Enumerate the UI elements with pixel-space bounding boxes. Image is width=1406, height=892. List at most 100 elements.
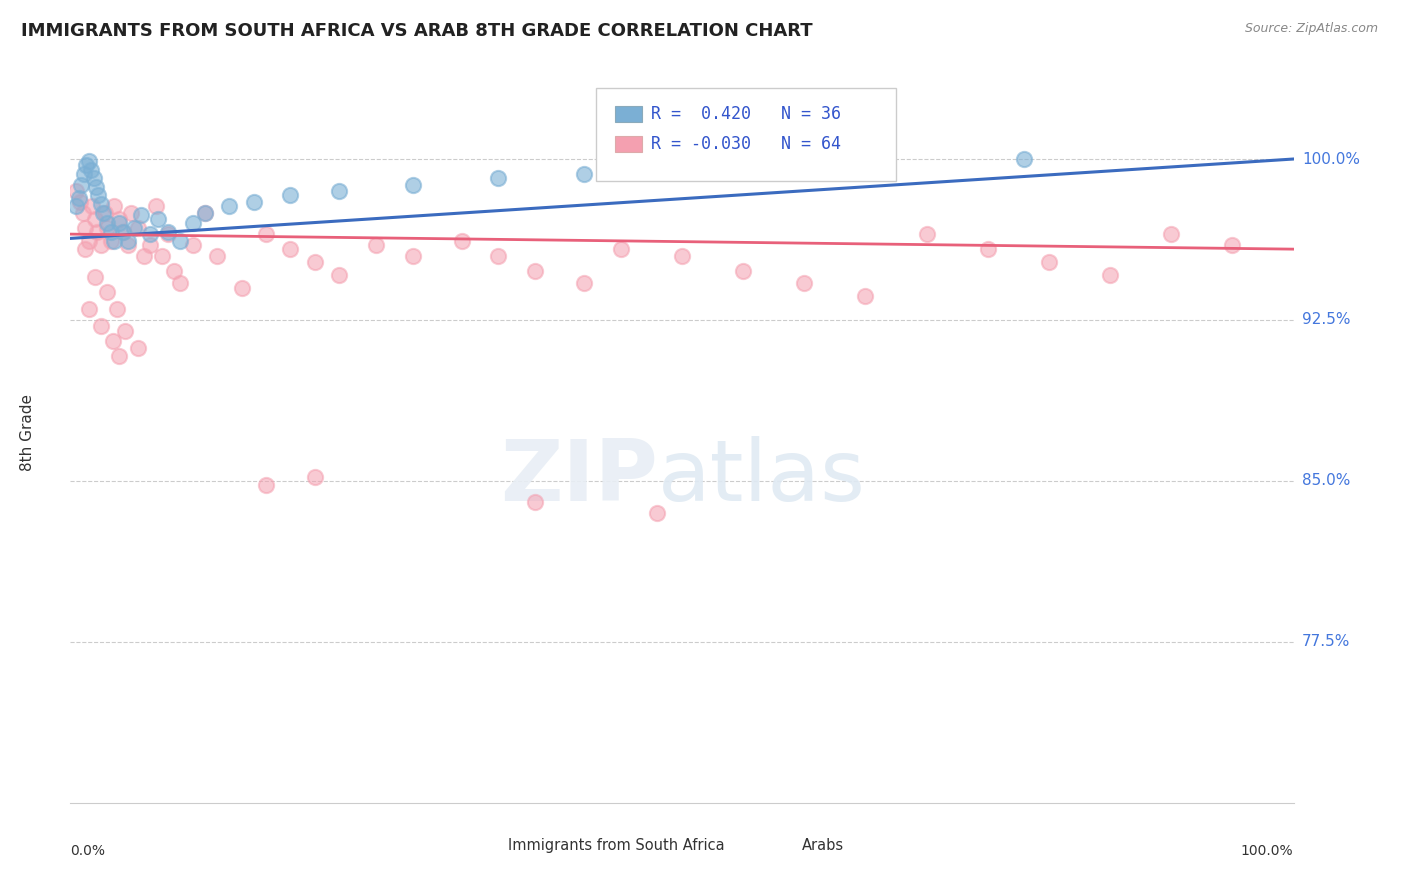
Point [100, 225, 122, 239]
Point [96, 220, 118, 235]
Point [139, 227, 162, 241]
Point [96, 285, 118, 299]
Point [671, 161, 693, 175]
FancyBboxPatch shape [596, 88, 896, 181]
Point [254, 227, 277, 241]
Point [75, 158, 97, 172]
Point [127, 341, 149, 355]
Point [100, 234, 122, 248]
Point [86, 225, 108, 239]
Point [181, 237, 204, 252]
Text: 77.5%: 77.5% [1302, 634, 1350, 649]
Point [194, 205, 217, 219]
Point [67, 191, 90, 205]
Point [103, 234, 125, 248]
Point [817, 156, 839, 170]
Point [1160, 227, 1182, 241]
Point [148, 212, 170, 227]
Point [69, 194, 91, 209]
Point [280, 242, 302, 256]
Point [73, 220, 96, 235]
Point [108, 216, 131, 230]
Point [129, 208, 152, 222]
Point [114, 324, 136, 338]
Point [304, 255, 326, 269]
Point [231, 281, 253, 295]
Point [402, 178, 425, 192]
Text: 92.5%: 92.5% [1302, 312, 1350, 327]
Point [254, 478, 277, 492]
Point [976, 242, 998, 256]
Point [82, 199, 104, 213]
Text: Immigrants from South Africa: Immigrants from South Africa [508, 838, 725, 854]
Text: R = -0.030   N = 64: R = -0.030 N = 64 [651, 135, 841, 153]
Bar [614, 106, 641, 122]
Point [450, 234, 472, 248]
Point [1220, 237, 1243, 252]
Point [1038, 255, 1060, 269]
Bar [768, 839, 794, 853]
Point [488, 171, 510, 186]
Text: 85.0%: 85.0% [1302, 474, 1350, 489]
Point [122, 220, 145, 235]
Point [70, 178, 93, 192]
Point [83, 212, 105, 227]
Text: R =  0.420   N = 36: R = 0.420 N = 36 [651, 105, 841, 123]
Text: 8th Grade: 8th Grade [20, 394, 35, 471]
Point [610, 242, 633, 256]
Point [328, 184, 350, 198]
Text: ZIP: ZIP [499, 435, 658, 518]
Point [524, 263, 547, 277]
Point [117, 237, 139, 252]
Point [145, 199, 167, 213]
Point [280, 188, 302, 202]
Point [84, 180, 107, 194]
Point [647, 506, 669, 520]
Point [111, 225, 134, 239]
Point [117, 234, 139, 248]
Point [402, 249, 425, 263]
Point [366, 237, 388, 252]
Point [157, 225, 180, 239]
Point [101, 334, 124, 349]
Point [105, 302, 128, 317]
Point [163, 263, 186, 277]
Point [108, 350, 131, 364]
Point [93, 205, 115, 219]
Point [733, 263, 755, 277]
Point [157, 227, 180, 241]
Point [1099, 268, 1122, 282]
Point [83, 171, 105, 186]
Point [169, 277, 191, 291]
Point [205, 249, 228, 263]
Point [181, 216, 204, 230]
Point [194, 205, 217, 219]
Point [90, 319, 112, 334]
Point [73, 242, 96, 256]
Point [90, 197, 112, 211]
Point [77, 234, 100, 248]
Point [150, 249, 173, 263]
Point [72, 205, 94, 219]
Point [96, 216, 118, 230]
Point [91, 205, 114, 219]
Point [572, 277, 595, 291]
Point [90, 237, 112, 252]
Point [139, 237, 162, 252]
Point [304, 469, 326, 483]
Point [77, 302, 100, 317]
Text: 0.0%: 0.0% [70, 844, 105, 857]
Point [793, 277, 815, 291]
Point [127, 220, 149, 235]
Text: 100.0%: 100.0% [1241, 844, 1294, 857]
Point [65, 199, 87, 213]
Bar [614, 136, 641, 152]
Text: atlas: atlas [658, 435, 866, 518]
Point [243, 194, 266, 209]
Point [83, 270, 105, 285]
Point [87, 188, 110, 202]
Bar [474, 839, 501, 853]
Point [572, 167, 595, 181]
Point [488, 249, 510, 263]
Text: IMMIGRANTS FROM SOUTH AFRICA VS ARAB 8TH GRADE CORRELATION CHART: IMMIGRANTS FROM SOUTH AFRICA VS ARAB 8TH… [21, 22, 813, 40]
